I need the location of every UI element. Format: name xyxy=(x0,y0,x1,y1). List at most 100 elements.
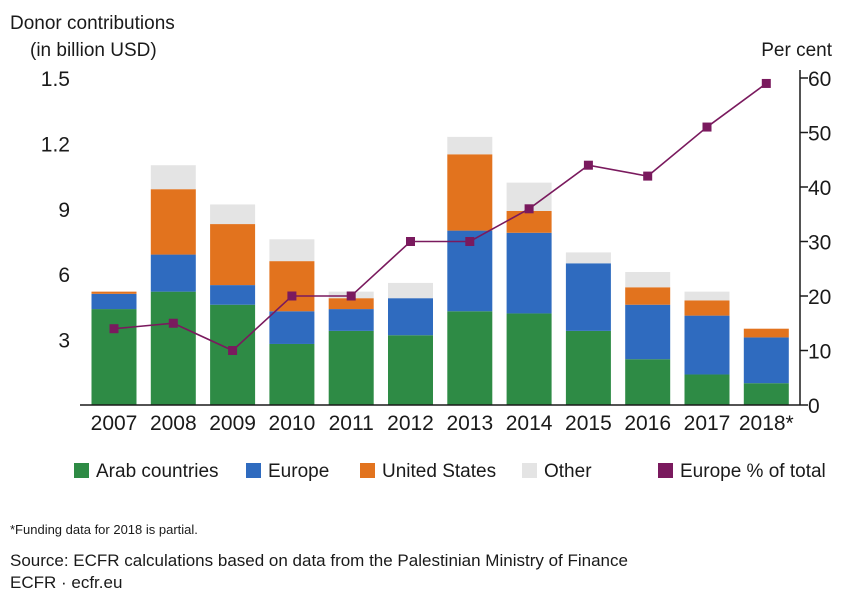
europe-share-marker xyxy=(465,237,475,246)
bar-segment-europe xyxy=(328,309,374,331)
y-right-tick-label: 40 xyxy=(808,177,831,200)
bar-segment-arab-countries xyxy=(743,383,789,405)
bar-segment-arab-countries xyxy=(150,291,196,405)
legend-swatch-arab-countries xyxy=(74,463,89,478)
y-left-tick-label: 3 xyxy=(58,330,70,353)
x-category-label: 2014 xyxy=(506,412,553,435)
europe-share-marker xyxy=(702,122,712,132)
bar-segment-other xyxy=(269,239,315,262)
bar-segment-europe xyxy=(506,232,552,314)
bar-segment-arab-countries xyxy=(625,359,671,405)
bar-segment-united-states xyxy=(210,224,256,286)
x-category-label: 2018* xyxy=(739,412,794,435)
stacked-bars xyxy=(91,136,789,405)
legend-label-united-states: United States xyxy=(382,461,496,482)
bar-segment-united-states xyxy=(625,287,671,305)
x-category-label: 2016 xyxy=(624,412,671,435)
y-left-tick-label: 1.2 xyxy=(41,133,70,156)
x-category-label: 2009 xyxy=(209,412,256,435)
y-right-tick-label: 20 xyxy=(808,286,831,309)
europe-share-marker xyxy=(524,204,534,214)
europe-share-marker xyxy=(109,324,119,334)
footnote: *Funding data for 2018 is partial. xyxy=(10,522,198,537)
bar-segment-europe xyxy=(388,298,433,336)
legend-label-arab-countries: Arab countries xyxy=(96,461,219,482)
europe-share-marker xyxy=(643,171,653,181)
bar-segment-arab-countries xyxy=(91,309,137,405)
y-left-axis-title-line-1: Donor contributions xyxy=(10,13,175,34)
bar-segment-united-states xyxy=(91,291,137,294)
x-category-label: 2008 xyxy=(150,412,197,435)
legend-label-other: Other xyxy=(544,461,592,482)
x-category-label: 2015 xyxy=(565,412,612,435)
bar-segment-united-states xyxy=(684,300,730,316)
bar-segment-united-states xyxy=(150,189,196,255)
bar-segment-arab-countries xyxy=(506,313,552,405)
bar-segment-arab-countries xyxy=(684,374,730,405)
bar-segment-united-states xyxy=(328,298,374,310)
bar-segment-arab-countries xyxy=(565,330,611,405)
legend-label-europe: Europe xyxy=(268,461,329,482)
europe-share-marker xyxy=(346,291,356,301)
bar-segment-europe xyxy=(684,315,730,375)
y-left-tick-label: 6 xyxy=(58,264,70,287)
y-right-tick-label: 50 xyxy=(808,123,831,146)
bar-segment-other xyxy=(684,291,730,301)
bar-segment-arab-countries xyxy=(388,335,433,405)
y-left-axis-title-line-2: (in billion USD) xyxy=(30,40,157,61)
bar-segment-arab-countries xyxy=(328,330,374,405)
legend-swatch-united-states xyxy=(360,463,375,478)
y-left-tick-labels: 1.5 1.2 9 6 3 xyxy=(41,68,70,353)
source-note: Source: ECFR calculations based on data … xyxy=(10,551,628,570)
europe-share-marker xyxy=(228,346,238,355)
y-left-tick-label: 1.5 xyxy=(41,68,70,91)
europe-share-marker xyxy=(761,78,771,88)
bar-segment-united-states xyxy=(269,261,315,312)
europe-share-line-series xyxy=(109,78,771,355)
y-right-tick-label: 10 xyxy=(808,341,831,364)
europe-share-marker xyxy=(406,237,415,246)
bar-segment-europe xyxy=(625,304,671,360)
bar-segment-europe xyxy=(91,293,137,310)
bar-segment-united-states xyxy=(743,328,789,338)
bar-segment-arab-countries xyxy=(269,343,315,405)
bar-segment-europe xyxy=(565,263,611,331)
x-category-label: 2011 xyxy=(329,412,374,435)
x-category-label: 2017 xyxy=(684,412,731,435)
bar-segment-europe xyxy=(150,254,196,292)
bar-segment-united-states xyxy=(506,210,552,233)
y-right-tick-labels: 60 50 40 30 20 10 0 xyxy=(800,68,831,418)
x-category-label: 2013 xyxy=(446,412,493,435)
y-left-tick-label: 9 xyxy=(58,199,70,222)
chart-legend: Arab countries Europe United States Other Eu… xyxy=(74,461,826,482)
y-right-tick-label: 0 xyxy=(808,395,820,418)
europe-share-line xyxy=(113,82,767,352)
europe-share-marker xyxy=(287,291,297,301)
credit-line: ECFR · ecfr.eu xyxy=(10,573,123,592)
bar-segment-arab-countries xyxy=(447,311,493,405)
bar-segment-other xyxy=(447,136,493,155)
legend-swatch-other xyxy=(522,463,537,478)
bar-segment-other xyxy=(388,282,433,299)
bar-segment-other xyxy=(210,204,256,225)
bar-segment-other xyxy=(565,252,611,264)
legend-swatch-europe-of-total xyxy=(658,463,673,478)
x-category-label: 2012 xyxy=(387,412,434,435)
bar-segment-other xyxy=(150,165,196,190)
x-category-label: 2007 xyxy=(91,412,138,435)
x-category-labels: 2007 2008 2009 2010 2011 2012 2013 2014 2015 2016… xyxy=(91,412,794,435)
europe-share-marker xyxy=(168,318,178,328)
bar-segment-europe xyxy=(269,311,315,344)
y-right-axis-title: Per cent xyxy=(761,40,832,61)
bar-segment-united-states xyxy=(447,154,493,231)
europe-share-marker xyxy=(583,160,593,170)
y-right-tick-label: 30 xyxy=(808,232,831,255)
y-right-tick-label: 60 xyxy=(808,68,831,91)
bar-segment-europe xyxy=(743,337,789,384)
legend-label-europe-of-total: Europe % of total xyxy=(680,461,826,482)
bar-segment-other xyxy=(625,272,671,288)
bar-segment-europe xyxy=(210,285,256,305)
x-category-label: 2010 xyxy=(269,412,316,435)
legend-swatch-europe xyxy=(246,463,261,478)
